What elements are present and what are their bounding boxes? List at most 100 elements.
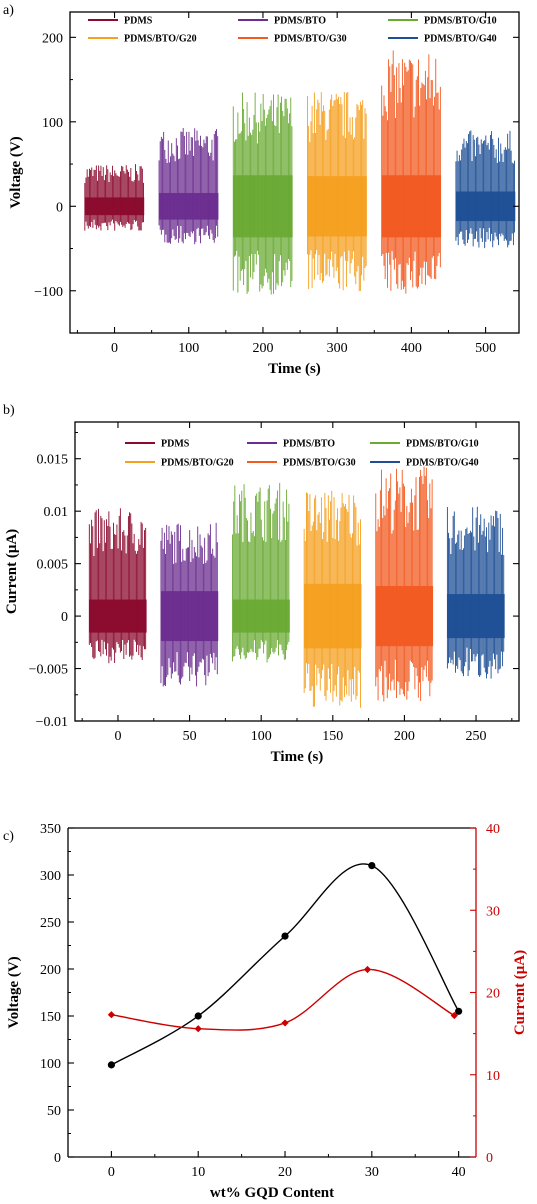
y-right-tick-label: 0 (486, 1151, 493, 1166)
y-tick-label: 0 (56, 200, 63, 215)
data-point (107, 1011, 116, 1019)
y-tick-label: 0.015 (37, 453, 69, 468)
legend-entry: PDMS/BTO/G40 (424, 34, 497, 45)
series-pdms-bto-g30 (381, 50, 442, 294)
series-pdms-bto-g10 (232, 482, 290, 663)
series-pdms-bto (160, 522, 219, 687)
x-tick-label: 20 (278, 1165, 292, 1180)
legend-entry: PDMS (161, 439, 190, 450)
series-line (111, 863, 460, 1066)
data-point (194, 1025, 202, 1033)
x-tick-label: 0 (114, 729, 121, 744)
y-right-tick-label: 40 (486, 822, 500, 837)
y-axis-title: Voltage (V) (6, 956, 22, 1028)
chart-panel-a: a) 0 100 200 300 400 500 −100 0 100 200 Time (s) Vol… (3, 3, 520, 377)
y-right-tick-label: 10 (486, 1069, 500, 1084)
data-point (455, 1007, 463, 1015)
y-tick-label: −100 (34, 285, 63, 300)
x-tick-label: 150 (322, 729, 343, 744)
chart-panel-c: c) 0 10 20 30 40 0 50 100 150 200 250 300 350 0 10 20 30 4… (3, 822, 528, 1201)
series-signal-trace (84, 164, 144, 231)
series-signal-trace (232, 92, 293, 295)
y-tick-label: 0.01 (44, 505, 69, 520)
x-tick-label: 0 (108, 1165, 115, 1180)
y-right-tick-label: 30 (486, 904, 500, 919)
y-tick-label: 200 (40, 963, 61, 978)
y-tick-label: 0 (61, 610, 68, 625)
x-tick-label: 10 (191, 1165, 205, 1180)
x-tick-label: 50 (183, 729, 197, 744)
series-pdms (88, 508, 147, 664)
x-tick-label: 200 (252, 341, 273, 356)
legend: PDMS PDMS/BTO PDMS/BTO/G10 PDMS/BTO/G20 PDMS… (125, 439, 479, 469)
y-tick-label: 200 (42, 31, 63, 46)
series-pdms-bto-g40 (446, 506, 505, 679)
y-right-axis-title: Current (μA) (512, 950, 528, 1035)
legend-entry: PDMS/BTO/G20 (161, 458, 234, 469)
chart-panel-b: b) 0 50 100 150 200 250 −0.01 −0.005 0 0.005 0.01 0.… (3, 403, 520, 765)
data-point (107, 1061, 116, 1069)
y-tick-label: 250 (40, 916, 61, 931)
x-tick-label: 300 (327, 341, 348, 356)
series-signal-trace (307, 91, 367, 291)
panel-label: a) (3, 3, 14, 18)
data-point (194, 1012, 202, 1020)
legend-entry: PDMS/BTO (283, 439, 335, 450)
series-pdms-bto-g20 (303, 490, 362, 708)
y-tick-label: 0.005 (37, 558, 69, 573)
x-tick-label: 100 (251, 729, 272, 744)
data-point (281, 1019, 289, 1027)
series-signal-trace (160, 522, 218, 687)
x-axis-title: wt% GQD Content (210, 1185, 334, 1201)
y-tick-label: −0.01 (36, 715, 68, 730)
data-point (450, 1011, 458, 1020)
x-tick-label: 250 (466, 729, 487, 744)
y-axis-title: Voltage (V) (8, 136, 24, 208)
x-tick-label: 100 (178, 341, 199, 356)
series-signal-trace (455, 130, 516, 249)
data-point (368, 862, 376, 870)
y-tick-label: 0 (54, 1151, 61, 1166)
panel-label: b) (3, 403, 15, 418)
data-point (281, 932, 289, 940)
x-tick-label: 0 (111, 341, 118, 356)
x-tick-label: 40 (452, 1165, 466, 1180)
panel-label: c) (3, 829, 14, 844)
y-tick-label: 100 (42, 116, 63, 131)
series-signal-trace (446, 506, 505, 679)
series-pdms-bto-g30 (375, 466, 434, 702)
x-tick-label: 400 (401, 341, 422, 356)
legend-entry: PDMS/BTO/G10 (406, 439, 479, 450)
series-signal-trace (232, 482, 290, 663)
series-signal-trace (375, 466, 433, 702)
series-voltage (107, 862, 463, 1069)
y-right-tick-label: 20 (486, 987, 500, 1002)
y-axis-title: Current (μA) (4, 529, 20, 614)
legend-entry: PDMS/BTO/G20 (124, 34, 197, 45)
x-axis-title: Time (s) (268, 361, 321, 377)
series-signal-trace (88, 508, 147, 664)
series-current (107, 965, 458, 1033)
series-signal-trace (381, 50, 441, 294)
y-tick-label: 300 (40, 869, 61, 884)
series-line (111, 968, 455, 1031)
series-pdms-bto-g40 (455, 130, 516, 249)
x-tick-label: 500 (475, 341, 496, 356)
y-tick-label: 100 (40, 1057, 61, 1072)
x-axis-title: Time (s) (271, 749, 324, 765)
legend-entry: PDMS/BTO/G40 (406, 458, 479, 469)
legend-entry: PDMS/BTO/G30 (283, 458, 356, 469)
y-tick-label: 350 (40, 822, 61, 837)
series-pdms-bto (158, 127, 219, 245)
series-pdms (84, 164, 145, 231)
y-tick-label: −0.005 (29, 663, 68, 678)
data-point (363, 965, 372, 974)
legend: PDMS PDMS/BTO PDMS/BTO/G10 PDMS/BTO/G20 PDMS… (88, 16, 497, 45)
legend-entry: PDMS/BTO/G30 (274, 34, 347, 45)
series-pdms-bto-g10 (232, 92, 293, 295)
legend-entry: PDMS (124, 16, 153, 27)
legend-entry: PDMS/BTO/G10 (424, 16, 497, 27)
x-tick-label: 200 (394, 729, 415, 744)
y-tick-label: 150 (40, 1010, 61, 1025)
